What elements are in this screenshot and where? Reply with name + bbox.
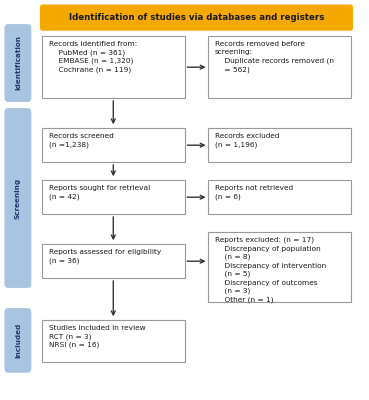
Text: Reports not retrieved
(n = 6): Reports not retrieved (n = 6) bbox=[215, 185, 293, 200]
Text: Records screened
(n =1,238): Records screened (n =1,238) bbox=[49, 133, 114, 148]
Text: Identification: Identification bbox=[15, 36, 21, 90]
FancyBboxPatch shape bbox=[208, 36, 351, 98]
FancyBboxPatch shape bbox=[5, 25, 31, 101]
FancyBboxPatch shape bbox=[42, 320, 184, 362]
FancyBboxPatch shape bbox=[5, 309, 31, 372]
FancyBboxPatch shape bbox=[42, 180, 184, 214]
FancyBboxPatch shape bbox=[42, 244, 184, 278]
FancyBboxPatch shape bbox=[42, 128, 184, 162]
Text: Identification of studies via databases and registers: Identification of studies via databases … bbox=[69, 13, 324, 22]
FancyBboxPatch shape bbox=[208, 180, 351, 214]
Text: Included: Included bbox=[15, 323, 21, 358]
Text: Studies included in review
RCT (n = 3)
NRSI (n = 16): Studies included in review RCT (n = 3) N… bbox=[49, 325, 146, 348]
Text: Reports sought for retrieval
(n = 42): Reports sought for retrieval (n = 42) bbox=[49, 185, 150, 200]
Text: Records identified from:
    PubMed (n = 361)
    EMBASE (n = 1,320)
    Cochran: Records identified from: PubMed (n = 361… bbox=[49, 41, 137, 73]
FancyBboxPatch shape bbox=[5, 109, 31, 287]
FancyBboxPatch shape bbox=[208, 232, 351, 302]
FancyBboxPatch shape bbox=[208, 128, 351, 162]
Text: Reports excluded: (n = 17)
    Discrepancy of population
    (n = 8)
    Discrep: Reports excluded: (n = 17) Discrepancy o… bbox=[215, 237, 326, 303]
Text: Reports assessed for eligibility
(n = 36): Reports assessed for eligibility (n = 36… bbox=[49, 249, 161, 264]
Text: Records removed before
screening:
    Duplicate records removed (n
    = 562): Records removed before screening: Duplic… bbox=[215, 41, 334, 72]
FancyBboxPatch shape bbox=[42, 36, 184, 98]
Text: Screening: Screening bbox=[15, 178, 21, 218]
Text: Records excluded
(n = 1,196): Records excluded (n = 1,196) bbox=[215, 133, 280, 148]
FancyBboxPatch shape bbox=[41, 5, 352, 30]
